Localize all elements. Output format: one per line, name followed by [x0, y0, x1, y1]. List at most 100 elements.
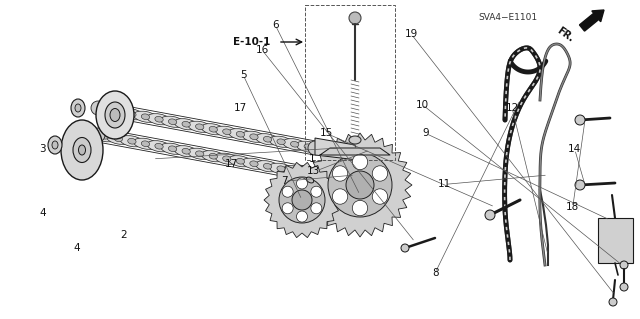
Circle shape [609, 298, 617, 306]
Circle shape [332, 189, 348, 204]
Ellipse shape [196, 124, 204, 130]
Ellipse shape [209, 126, 218, 132]
Text: 8: 8 [432, 268, 438, 278]
Ellipse shape [223, 129, 231, 135]
Ellipse shape [250, 161, 258, 167]
Circle shape [575, 180, 585, 190]
Ellipse shape [141, 114, 150, 120]
Text: 4: 4 [40, 208, 46, 218]
Ellipse shape [349, 136, 361, 144]
Text: E-10-1: E-10-1 [232, 37, 270, 47]
Bar [598, 218, 633, 263]
Ellipse shape [228, 129, 252, 140]
Text: FR.: FR. [554, 26, 575, 44]
Bar [305, 5, 395, 160]
Text: 5: 5 [240, 70, 246, 80]
Text: 11: 11 [438, 179, 451, 189]
Ellipse shape [182, 148, 190, 154]
Text: 6: 6 [272, 20, 278, 30]
Circle shape [279, 177, 325, 223]
Ellipse shape [48, 136, 62, 154]
Ellipse shape [283, 139, 307, 150]
Circle shape [296, 178, 307, 189]
Text: 15: 15 [320, 128, 333, 138]
Text: 9: 9 [422, 128, 429, 138]
Text: 7: 7 [282, 176, 288, 186]
Ellipse shape [242, 131, 266, 142]
Ellipse shape [93, 131, 116, 142]
Ellipse shape [147, 141, 171, 152]
Ellipse shape [242, 158, 266, 169]
Ellipse shape [161, 143, 184, 154]
Ellipse shape [52, 141, 58, 149]
Ellipse shape [93, 104, 116, 115]
Polygon shape [264, 162, 340, 238]
Circle shape [332, 166, 348, 181]
Ellipse shape [196, 151, 204, 157]
Text: 12: 12 [506, 103, 518, 113]
Ellipse shape [73, 137, 91, 162]
Circle shape [372, 189, 388, 204]
Ellipse shape [209, 153, 218, 159]
Circle shape [372, 166, 388, 181]
Ellipse shape [141, 141, 150, 147]
Ellipse shape [168, 146, 177, 152]
Circle shape [282, 186, 293, 197]
Ellipse shape [269, 163, 293, 174]
Ellipse shape [202, 124, 225, 135]
Ellipse shape [134, 138, 157, 149]
Circle shape [575, 115, 585, 125]
Circle shape [308, 141, 322, 155]
Circle shape [308, 168, 322, 182]
Circle shape [311, 186, 322, 197]
Ellipse shape [128, 111, 136, 117]
Circle shape [346, 171, 374, 199]
Ellipse shape [264, 163, 272, 169]
Ellipse shape [147, 114, 171, 125]
Ellipse shape [188, 148, 212, 160]
Ellipse shape [296, 168, 320, 179]
Text: 2: 2 [120, 230, 127, 241]
Text: 17: 17 [234, 103, 246, 114]
Circle shape [352, 154, 368, 170]
Ellipse shape [236, 159, 244, 164]
Ellipse shape [215, 126, 239, 137]
Ellipse shape [188, 121, 212, 132]
Circle shape [292, 190, 312, 210]
Ellipse shape [296, 141, 320, 152]
Ellipse shape [236, 131, 244, 137]
Ellipse shape [106, 106, 131, 117]
Ellipse shape [71, 99, 85, 117]
Ellipse shape [264, 137, 272, 142]
Ellipse shape [161, 116, 184, 127]
Ellipse shape [128, 138, 136, 144]
Text: 19: 19 [405, 29, 418, 40]
Circle shape [349, 12, 361, 24]
Text: 18: 18 [566, 202, 579, 212]
Ellipse shape [114, 136, 122, 142]
Ellipse shape [75, 104, 81, 112]
Ellipse shape [110, 108, 120, 122]
Ellipse shape [155, 116, 163, 122]
Ellipse shape [228, 156, 252, 167]
Ellipse shape [291, 141, 299, 147]
Circle shape [311, 203, 322, 214]
Ellipse shape [114, 109, 122, 115]
Ellipse shape [277, 166, 285, 172]
Circle shape [401, 244, 409, 252]
Text: SVA4−E1101: SVA4−E1101 [479, 13, 538, 22]
Ellipse shape [61, 120, 103, 180]
Ellipse shape [250, 134, 258, 140]
Text: 14: 14 [568, 144, 581, 154]
Polygon shape [308, 133, 412, 237]
Ellipse shape [215, 153, 239, 164]
Ellipse shape [155, 144, 163, 149]
Ellipse shape [255, 134, 280, 145]
Ellipse shape [134, 111, 157, 122]
Circle shape [91, 128, 105, 142]
Circle shape [352, 200, 368, 216]
Ellipse shape [168, 119, 177, 125]
Text: 1: 1 [309, 154, 316, 164]
Ellipse shape [291, 168, 299, 174]
Text: 16: 16 [256, 45, 269, 56]
